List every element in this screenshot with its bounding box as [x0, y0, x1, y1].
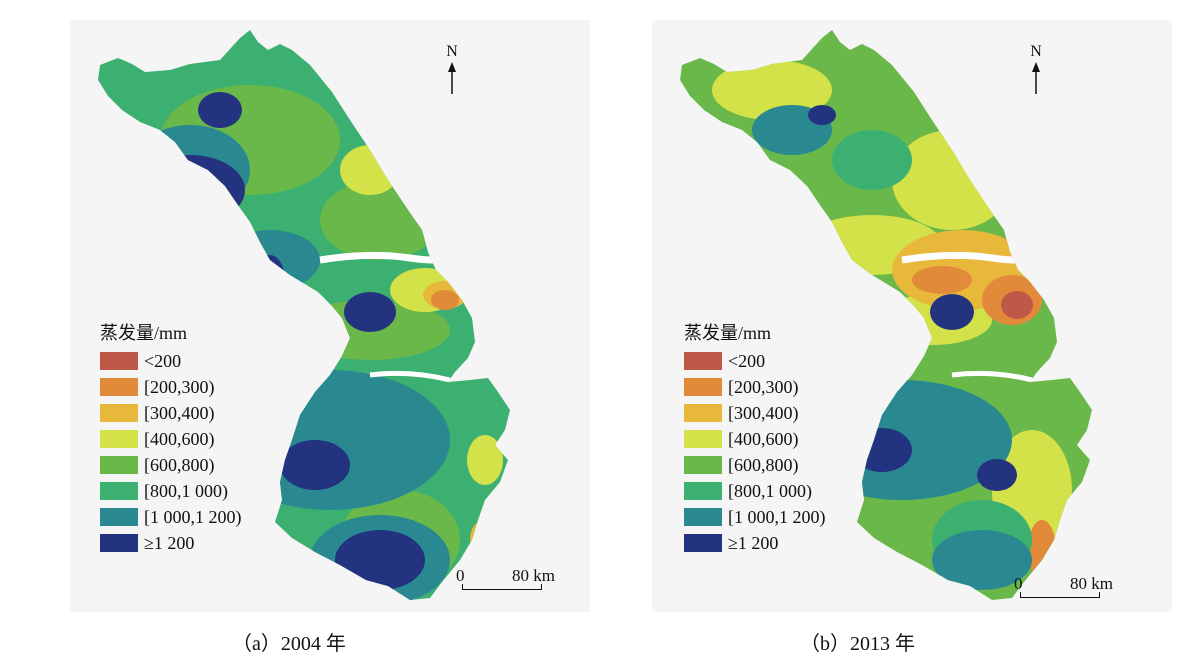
legend-item: [300,400): [100, 400, 300, 426]
legend-swatch: [100, 456, 138, 474]
legend-label: <200: [144, 351, 182, 371]
legend-item: <200: [684, 348, 884, 374]
legend-label: [300,400): [144, 403, 215, 423]
legend-item: [1 000,1 200): [684, 504, 884, 530]
legend-label: ≥1 200: [144, 533, 195, 553]
panel-b-caption: （b）2013 年: [800, 633, 915, 655]
legend-swatch: [684, 352, 722, 370]
north-label: N: [446, 43, 458, 60]
legend-label: [800,1 000): [728, 481, 812, 501]
legend-item: [400,600): [684, 426, 884, 452]
legend-swatch: [684, 534, 722, 552]
legend-swatch: [100, 482, 138, 500]
scale-zero-label: 0: [456, 566, 465, 585]
scale-line: [462, 584, 542, 590]
legend-label: [600,800): [728, 455, 799, 475]
legend-item: <200: [100, 348, 300, 374]
legend-swatch: [100, 534, 138, 552]
legend-swatch: [684, 456, 722, 474]
panel-a-scale-bar: 0 80 km: [456, 566, 555, 590]
panel-a-caption: （a）2004 年: [232, 633, 346, 655]
legend-swatch: [684, 378, 722, 396]
legend-label: [1 000,1 200): [144, 507, 242, 527]
panel-a-north-arrow: N: [442, 44, 462, 101]
north-arrow-icon: [448, 62, 456, 94]
legend-label: [200,300): [728, 377, 799, 397]
legend-swatch: [684, 430, 722, 448]
legend-item: [400,600): [100, 426, 300, 452]
panel-a-map: [98, 30, 510, 600]
legend-label: [300,400): [728, 403, 799, 423]
legend-swatch: [100, 352, 138, 370]
legend-swatch: [100, 378, 138, 396]
legend-item: [800,1 000): [684, 478, 884, 504]
north-label: N: [1030, 43, 1042, 60]
panel-b-north-arrow: N: [1026, 44, 1046, 101]
legend-title: 蒸发量/mm: [100, 323, 188, 343]
legend-item: ≥1 200: [100, 530, 300, 556]
panel-a-legend: 蒸发量/mm <200 [200,300) [300,400) [400,600…: [100, 322, 300, 556]
legend-label: [400,600): [144, 429, 215, 449]
legend-item: [800,1 000): [100, 478, 300, 504]
legend-item: [1 000,1 200): [100, 504, 300, 530]
legend-swatch: [684, 404, 722, 422]
legend-swatch: [684, 482, 722, 500]
legend-label: ≥1 200: [728, 533, 779, 553]
legend-item: [300,400): [684, 400, 884, 426]
legend-label: [600,800): [144, 455, 215, 475]
scale-max-label: 80 km: [512, 566, 555, 585]
legend-swatch: [100, 430, 138, 448]
legend-label: [800,1 000): [144, 481, 228, 501]
scale-zero-label: 0: [1014, 574, 1023, 593]
panel-b-scale-bar: 0 80 km: [1014, 574, 1113, 598]
panel-b-map: [680, 30, 1092, 600]
legend-item: [200,300): [100, 374, 300, 400]
legend-label: [400,600): [728, 429, 799, 449]
panel-b-legend: 蒸发量/mm <200 [200,300) [300,400) [400,600…: [684, 322, 884, 556]
scale-line: [1020, 592, 1100, 598]
legend-item: [200,300): [684, 374, 884, 400]
legend-label: [1 000,1 200): [728, 507, 826, 527]
legend-title: 蒸发量/mm: [684, 323, 772, 343]
north-arrow-icon: [1032, 62, 1040, 94]
legend-swatch: [684, 508, 722, 526]
legend-item: [600,800): [684, 452, 884, 478]
legend-swatch: [100, 404, 138, 422]
scale-max-label: 80 km: [1070, 574, 1113, 593]
legend-label: [200,300): [144, 377, 215, 397]
legend-swatch: [100, 508, 138, 526]
legend-label: <200: [728, 351, 766, 371]
legend-item: ≥1 200: [684, 530, 884, 556]
legend-item: [600,800): [100, 452, 300, 478]
